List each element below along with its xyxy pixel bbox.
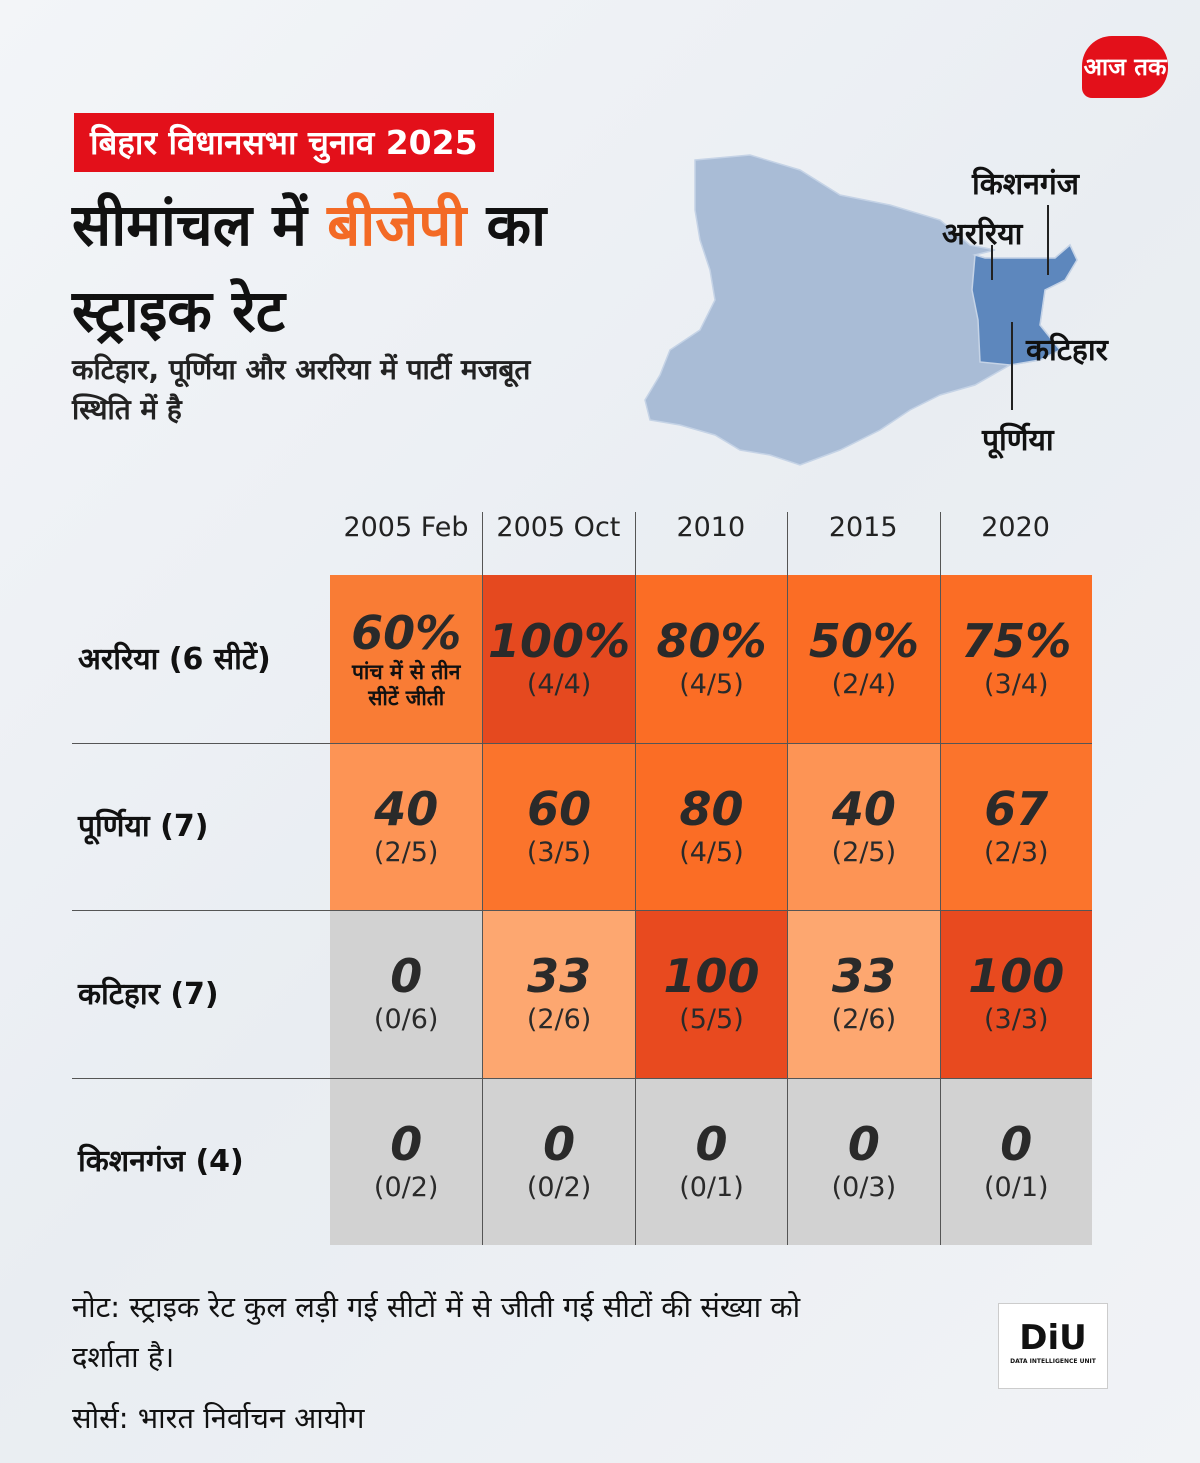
cell-value: 40 bbox=[374, 781, 439, 836]
cell-detail: (2/5) bbox=[831, 836, 897, 868]
cell-detail: (4/4) bbox=[526, 668, 592, 700]
cell-value: 0 bbox=[695, 1116, 728, 1171]
row-label: कटिहार (7) bbox=[78, 976, 219, 1012]
cell-detail: (2/4) bbox=[831, 668, 897, 700]
cell-detail: (3/3) bbox=[984, 1004, 1049, 1036]
cell-detail: (0/2) bbox=[526, 1171, 592, 1203]
title: सीमांचल में बीजेपी का स्ट्राइक रेट bbox=[72, 182, 632, 354]
cell: 0 (0/3) bbox=[787, 1077, 940, 1245]
cell-value: 40 bbox=[831, 781, 896, 836]
cell-detail: (0/1) bbox=[984, 1171, 1049, 1203]
cell-value: 80% bbox=[656, 613, 767, 668]
cell-value: 33 bbox=[527, 949, 592, 1004]
divider bbox=[634, 512, 636, 575]
column-header: 2005 Feb bbox=[343, 512, 469, 543]
cell-detail: (3/4) bbox=[984, 668, 1049, 700]
cell: 75% (3/4) bbox=[939, 575, 1092, 743]
cell: 80% (4/5) bbox=[634, 575, 788, 743]
cell-value: 0 bbox=[390, 949, 423, 1004]
cell: 50% (2/4) bbox=[787, 575, 940, 743]
cell-value: 0 bbox=[847, 1116, 880, 1171]
map-leaders bbox=[991, 205, 1049, 410]
cell-value: 100% bbox=[488, 613, 631, 668]
column-header: 2010 bbox=[676, 512, 746, 543]
cell-detail: (5/5) bbox=[679, 1004, 744, 1036]
map-label: अररिया bbox=[942, 217, 1023, 252]
row-label: किशनगंज (4) bbox=[78, 1144, 244, 1180]
cell: 60 (3/5) bbox=[482, 742, 635, 910]
cell: 40 (2/5) bbox=[330, 742, 483, 910]
cell: 0 (0/1) bbox=[939, 1077, 1092, 1245]
map-label: कटिहार bbox=[1026, 333, 1108, 368]
map-shape bbox=[644, 154, 1078, 466]
column-header: 2020 bbox=[981, 512, 1050, 543]
cell: 0 (0/2) bbox=[330, 1077, 483, 1245]
cell-detail: (4/5) bbox=[679, 668, 744, 700]
cell-detail: (2/5) bbox=[373, 836, 439, 868]
cell: 33 (2/6) bbox=[482, 910, 635, 1078]
diu-logo: DiU DATA INTELLIGENCE UNIT bbox=[998, 1303, 1108, 1389]
cell-value: 0 bbox=[543, 1116, 576, 1171]
title-text: का स्ट्राइक रेट bbox=[72, 191, 547, 345]
logo: आज तक bbox=[1082, 36, 1168, 98]
diu-text: DATA INTELLIGENCE UNIT bbox=[1010, 1358, 1096, 1365]
divider bbox=[482, 512, 484, 575]
cell: 100 (3/3) bbox=[939, 910, 1092, 1078]
cell: 0 (0/1) bbox=[634, 1077, 788, 1245]
cell: 0 (0/6) bbox=[330, 910, 483, 1078]
row-line bbox=[72, 1077, 330, 1079]
map-label: किशनगंज bbox=[972, 167, 1080, 202]
cell-detail: (2/3) bbox=[984, 836, 1049, 868]
note: नोट: स्ट्राइक रेट कुल लड़ी गई सीटों में … bbox=[72, 1290, 801, 1374]
row-label: अररिया (6 सीटें) bbox=[78, 641, 271, 677]
cell-detail: (4/5) bbox=[679, 836, 744, 868]
cell: 40 (2/5) bbox=[787, 742, 940, 910]
cell-value: 50% bbox=[808, 613, 919, 668]
source: सोर्स: भारत निर्वाचन आयोग bbox=[72, 1401, 365, 1435]
cell-value: 0 bbox=[1000, 1116, 1033, 1171]
cell-detail: (3/5) bbox=[526, 836, 592, 868]
cell-detail: (0/6) bbox=[373, 1004, 439, 1036]
row-line bbox=[72, 742, 330, 744]
subtitle: कटिहार, पूर्णिया और अररिया में पार्टी मज… bbox=[72, 353, 531, 426]
cell: 100 (5/5) bbox=[634, 910, 788, 1078]
cell-value: 80 bbox=[679, 781, 744, 836]
title-highlight: बीजेपी bbox=[327, 191, 467, 259]
diu-mark: DiU bbox=[1019, 1318, 1087, 1358]
divider bbox=[939, 512, 941, 575]
cell-detail: (0/3) bbox=[831, 1171, 897, 1203]
cell: 100% (4/4) bbox=[482, 575, 635, 743]
cell-value: 60% bbox=[351, 605, 462, 660]
column-header: 2005 Oct bbox=[496, 512, 621, 543]
cell-note: पांच में से तीन सीटें जीती bbox=[351, 659, 461, 710]
cell-detail: (2/6) bbox=[526, 1004, 592, 1036]
cell-value: 33 bbox=[831, 949, 896, 1004]
cell: 33 (2/6) bbox=[787, 910, 940, 1078]
row-label: पूर्णिया (7) bbox=[78, 809, 209, 845]
title-text: सीमांचल में bbox=[72, 191, 328, 259]
divider bbox=[787, 512, 789, 575]
column-header: 2015 bbox=[828, 512, 898, 543]
cell-value: 100 bbox=[968, 949, 1065, 1004]
badge: बिहार विधानसभा चुनाव 2025 bbox=[74, 113, 494, 172]
cell-value: 100 bbox=[663, 949, 760, 1004]
cell: 0 (0/2) bbox=[482, 1077, 635, 1245]
map bbox=[644, 154, 1078, 466]
cell: 67 (2/3) bbox=[939, 742, 1092, 910]
cell: 60% पांच में से तीन सीटें जीती bbox=[330, 575, 483, 743]
cell-value: 0 bbox=[390, 1116, 423, 1171]
cell-value: 60 bbox=[527, 781, 592, 836]
cell-detail: (0/2) bbox=[373, 1171, 439, 1203]
map-label: पूर्णिया bbox=[982, 423, 1054, 458]
cell-value: 67 bbox=[984, 781, 1049, 836]
map-highlight bbox=[971, 243, 1078, 366]
cell-detail: (0/1) bbox=[679, 1171, 744, 1203]
row-line bbox=[72, 910, 330, 911]
cell-value: 75% bbox=[961, 613, 1072, 668]
cell-detail: (2/6) bbox=[831, 1004, 897, 1036]
cell: 80 (4/5) bbox=[634, 742, 788, 910]
